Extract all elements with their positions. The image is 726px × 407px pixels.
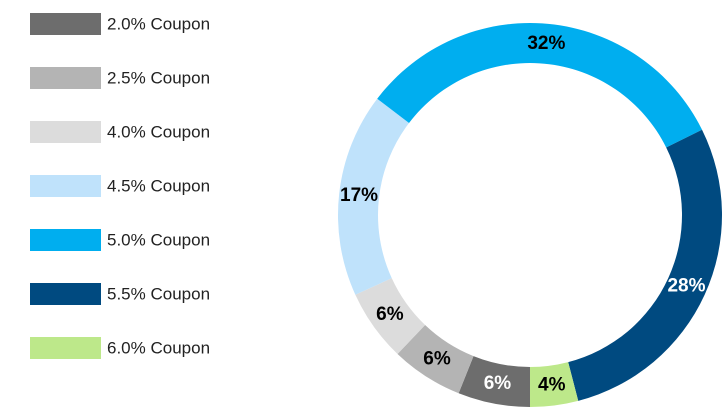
donut-slice: [377, 22, 703, 148]
donut-slice: [458, 356, 530, 407]
data-label: 4%: [538, 375, 566, 396]
legend-label: 5.5% Coupon: [107, 284, 210, 303]
data-label: 28%: [667, 275, 705, 296]
legend-label: 2.0% Coupon: [107, 14, 210, 33]
donut-slice: [397, 325, 474, 394]
legend-label: 5.0% Coupon: [107, 230, 210, 249]
data-label: 32%: [527, 33, 565, 54]
data-label: 6%: [423, 349, 451, 370]
legend-swatch: [30, 175, 101, 197]
donut-slice: [530, 362, 579, 407]
data-label: 17%: [340, 185, 378, 206]
legend-label: 6.0% Coupon: [107, 338, 210, 357]
legend-label: 4.5% Coupon: [107, 176, 210, 195]
legend-swatch: [30, 283, 101, 305]
legend-swatch: [30, 121, 101, 143]
legend-swatch: [30, 337, 101, 359]
legend-label: 4.0% Coupon: [107, 122, 210, 141]
legend-label: 2.5% Coupon: [107, 68, 210, 87]
donut-slice: [337, 98, 410, 295]
donut-slice: [355, 278, 426, 354]
legend-swatch: [30, 67, 101, 89]
legend-swatch: [30, 13, 101, 35]
donut-slice: [568, 129, 722, 401]
legend-swatch: [30, 229, 101, 251]
data-label: 6%: [484, 373, 512, 394]
data-label: 6%: [376, 304, 404, 325]
